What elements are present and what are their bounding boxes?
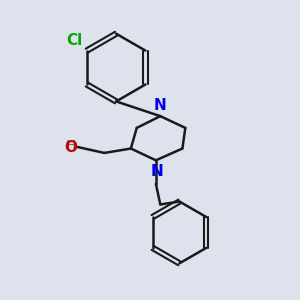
Text: Cl: Cl [66,33,82,48]
Text: N: N [154,98,167,112]
Text: O: O [64,140,78,155]
Text: N: N [151,164,164,179]
Text: H: H [65,139,76,153]
